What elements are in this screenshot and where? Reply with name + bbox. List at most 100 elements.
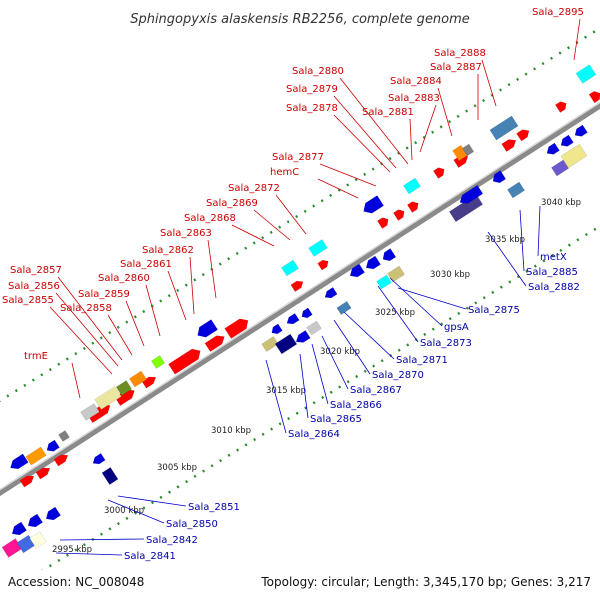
gene-feature — [377, 217, 389, 229]
gene-label-bottom: Sala_2873 — [420, 338, 472, 349]
gene-feature — [492, 170, 507, 184]
kbp-tick-label: 3020 kbp — [320, 347, 360, 357]
gene-label-bottom: Sala_2865 — [310, 414, 362, 425]
leader-line-top — [57, 276, 123, 361]
leader-line-top — [409, 118, 413, 161]
gene-feature — [129, 370, 147, 388]
gene-shape — [11, 521, 27, 536]
gene-shape — [393, 209, 405, 221]
gene-shape — [295, 330, 311, 343]
gene-label-top: Sala_2887 — [430, 62, 482, 73]
leader-line-top — [275, 194, 307, 235]
gene-shape — [492, 170, 507, 184]
kbp-tick-label: 3040 kbp — [541, 198, 581, 208]
leader-line-top — [145, 284, 161, 337]
gene-feature — [575, 64, 597, 84]
gene-shape — [286, 313, 300, 325]
kbp-tick-label: 3015 kbp — [266, 386, 306, 396]
gene-feature — [407, 201, 419, 213]
gene-shape — [377, 217, 389, 229]
gene-feature — [197, 319, 219, 338]
gene-feature — [19, 475, 35, 488]
gene-feature — [286, 313, 300, 325]
gene-feature — [224, 318, 249, 339]
leader-line-bottom — [117, 495, 187, 507]
top-leader-lines — [49, 18, 581, 399]
gene-feature — [92, 453, 106, 465]
gene-feature — [382, 248, 397, 262]
gene-label-bottom: Sala_2850 — [166, 519, 218, 530]
outer-ring-dots-bottom — [41, 224, 600, 570]
gene-label-bottom: Sala_2841 — [124, 551, 176, 562]
gene-shape — [546, 142, 560, 155]
leader-line-top — [437, 87, 453, 137]
gene-shape — [151, 355, 165, 369]
gene-shape — [10, 453, 29, 470]
gene-shape — [317, 259, 329, 271]
kbp-tick-label: 3030 kbp — [430, 270, 470, 280]
leader-line-top — [207, 239, 217, 299]
leader-line-bottom — [55, 552, 123, 556]
gene-label-top: Sala_2881 — [362, 107, 414, 118]
gene-shape — [271, 323, 283, 335]
gene-shape — [94, 386, 122, 410]
gene-label-top: Sala_2858 — [60, 303, 112, 314]
gene-feature — [403, 177, 421, 195]
gene-label-top: Sala_2863 — [160, 228, 212, 239]
gene-feature — [376, 274, 392, 290]
gene-label-bottom: gpsA — [444, 322, 469, 333]
leader-line-top — [333, 95, 397, 169]
leader-line-top — [319, 163, 377, 187]
gene-shape — [324, 287, 338, 299]
gene-feature — [516, 129, 530, 142]
gene-shape — [58, 430, 70, 442]
leader-line-top — [317, 178, 359, 199]
leader-line-top — [231, 224, 275, 247]
gene-shape — [407, 201, 419, 213]
gene-shape — [274, 333, 298, 355]
gene-label-bottom: Sala_2866 — [330, 400, 382, 411]
gene-shape — [387, 265, 405, 283]
gene-shape — [516, 129, 530, 142]
gene-feature — [507, 181, 525, 199]
leader-line-top — [189, 256, 195, 315]
genome-backbone-highlight — [0, 101, 600, 491]
gene-label-top: Sala_2878 — [286, 103, 338, 114]
gene-label-bottom: Sala_2864 — [288, 429, 340, 440]
gene-feature — [301, 307, 313, 319]
leader-line-bottom — [299, 353, 309, 419]
gene-feature — [10, 453, 29, 470]
gene-label-top: Sala_2877 — [272, 152, 324, 163]
leader-line-top — [55, 292, 119, 367]
gene-feature — [588, 90, 600, 104]
leader-line-bottom — [59, 538, 145, 541]
leader-line-bottom — [537, 205, 541, 257]
gene-feature — [53, 454, 69, 467]
gene-label-top: Sala_2879 — [286, 84, 338, 95]
leader-line-top — [253, 209, 291, 241]
gene-shape — [306, 320, 322, 336]
gene-shape — [560, 134, 574, 147]
gene-feature — [551, 159, 569, 177]
gene-label-bottom: Sala_2851 — [188, 502, 240, 513]
gene-shape — [308, 239, 328, 257]
leader-line-bottom — [377, 285, 419, 343]
gene-shape — [461, 143, 475, 157]
gene-label-top: Sala_2855 — [2, 295, 54, 306]
gene-shape — [92, 453, 106, 465]
gene-feature — [295, 330, 311, 343]
gene-label-bottom: Sala_2871 — [396, 355, 448, 366]
gene-feature — [29, 531, 47, 549]
gene-label-bottom: Sala_2882 — [528, 282, 580, 293]
gene-feature — [306, 320, 322, 336]
gene-shape — [290, 280, 304, 292]
gene-feature — [58, 430, 70, 442]
gene-label-top: Sala_2856 — [8, 281, 60, 292]
gene-label-bottom: Sala_2885 — [526, 267, 578, 278]
top-gene-labels: trmE Sala_2855 Sala_2856 Sala_2857 Sala_2858… — [2, 7, 584, 362]
gene-label-top: Sala_2860 — [98, 273, 150, 284]
gene-feature — [204, 335, 225, 352]
gene-shape — [129, 370, 147, 388]
leader-line-top — [481, 59, 497, 107]
